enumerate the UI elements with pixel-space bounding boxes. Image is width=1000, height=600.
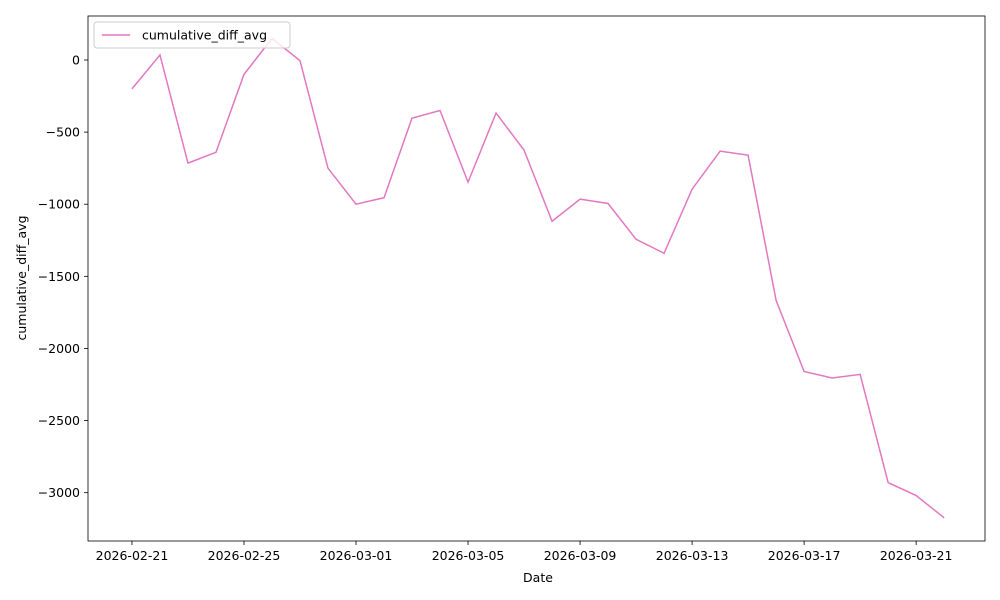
- x-tick-label: 2026-03-13: [656, 548, 729, 563]
- y-tick-label: −2000: [38, 341, 80, 356]
- x-tick-label: 2026-03-09: [544, 548, 617, 563]
- legend-label: cumulative_diff_avg: [142, 28, 267, 43]
- legend-box: [93, 21, 291, 49]
- x-tick-label: 2026-03-17: [768, 548, 841, 563]
- y-tick-label: −2500: [38, 413, 80, 428]
- x-tick-label: 2026-03-05: [432, 548, 505, 563]
- y-tick-label: 0: [72, 52, 80, 67]
- axes-frame: [87, 15, 986, 542]
- y-tick-label: −500: [46, 125, 80, 140]
- x-tick-label: 2026-02-21: [96, 548, 169, 563]
- y-tick-label: −1000: [38, 197, 80, 212]
- y-tick-label: −3000: [38, 485, 80, 500]
- y-tick-label: −1500: [38, 269, 80, 284]
- y-axis-label: cumulative_diff_avg: [14, 216, 29, 341]
- x-tick-label: 2026-03-21: [880, 548, 953, 563]
- x-tick-label: 2026-03-01: [320, 548, 393, 563]
- x-axis-label: Date: [523, 570, 553, 585]
- x-tick-label: 2026-02-25: [208, 548, 281, 563]
